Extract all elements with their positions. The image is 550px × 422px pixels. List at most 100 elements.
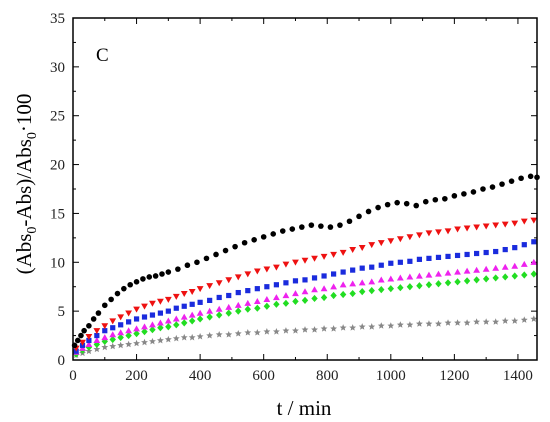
data-point-triangle-up (244, 299, 252, 306)
y-tick-label: 20 (50, 158, 65, 174)
data-point-circle (203, 255, 210, 262)
data-point-triangle-up (387, 275, 395, 282)
data-point-circle (442, 195, 448, 202)
series-triangle-down (72, 217, 538, 352)
data-point-square (426, 255, 432, 261)
series-diamond (72, 270, 538, 358)
data-point-star (109, 342, 117, 350)
data-point-circle (422, 198, 429, 205)
data-point-triangle-up (330, 283, 338, 290)
data-point-diamond (473, 276, 480, 284)
data-point-diamond (273, 300, 280, 308)
data-point-triangle-up (444, 269, 452, 276)
data-point-diamond (206, 313, 213, 321)
data-point-star (444, 319, 452, 326)
data-point-triangle-down (358, 245, 366, 252)
data-point-star (93, 345, 101, 353)
data-point-diamond (454, 278, 461, 286)
data-point-square (493, 248, 499, 255)
data-point-diamond (406, 283, 414, 291)
data-point-circle (101, 302, 108, 309)
data-point-star (206, 331, 214, 339)
data-point-circle (337, 222, 343, 228)
data-point-triangle-up (396, 274, 404, 281)
data-point-circle (527, 173, 534, 180)
data-point-diamond (244, 305, 251, 313)
data-point-diamond (349, 289, 356, 298)
series-square (73, 239, 537, 354)
data-point-triangle-up (377, 276, 385, 283)
data-point-star (188, 333, 196, 341)
data-point-triangle-down (349, 246, 357, 253)
panel-label: C (96, 45, 109, 66)
data-point-square (369, 264, 375, 270)
data-point-triangle-down (454, 226, 461, 233)
data-point-square (207, 297, 213, 303)
data-point-circle (318, 223, 324, 229)
data-point-triangle-down (141, 303, 148, 310)
data-point-circle (222, 247, 229, 254)
data-point-triangle-up (473, 266, 481, 273)
data-point-circle (159, 271, 165, 277)
data-point-square (102, 328, 108, 334)
x-tick-label: 1200 (439, 368, 469, 384)
data-point-triangle-up (156, 319, 164, 326)
data-point-star (330, 325, 338, 332)
y-tick-label: 35 (50, 11, 65, 27)
data-point-star (425, 320, 433, 327)
data-point-square (435, 254, 442, 260)
data-point-star (164, 335, 172, 343)
data-point-square (407, 258, 413, 264)
data-point-triangle-up (253, 297, 261, 304)
data-point-triangle-down (387, 238, 395, 245)
x-axis-title: t / min (277, 396, 332, 420)
data-point-circle (470, 189, 477, 195)
data-point-triangle-down (244, 271, 252, 278)
data-point-triangle-down (330, 251, 338, 258)
data-point-circle (152, 273, 159, 279)
data-point-triangle-up (301, 288, 309, 295)
data-point-circle (81, 327, 87, 334)
data-point-diamond (330, 291, 337, 300)
data-point-diamond (215, 311, 223, 319)
data-point-triangle-down (530, 217, 538, 224)
data-point-square (464, 251, 470, 258)
data-point-triangle-up (93, 337, 101, 344)
data-point-square (173, 305, 179, 311)
data-point-star (482, 318, 490, 325)
data-point-circle (165, 269, 172, 275)
data-point-diamond (530, 270, 538, 278)
data-point-triangle-up (492, 264, 500, 271)
data-point-square (110, 325, 116, 331)
data-point-triangle-down (156, 298, 164, 305)
data-point-circle (114, 290, 121, 297)
data-point-star (520, 316, 528, 323)
data-point-diamond (320, 293, 328, 302)
data-point-triangle-up (530, 258, 538, 265)
data-point-triangle-up (425, 271, 433, 278)
data-point-star (133, 339, 140, 347)
data-point-star (377, 322, 385, 329)
data-point-triangle-up (164, 317, 172, 324)
data-point-triangle-up (180, 313, 188, 320)
data-point-triangle-up (520, 260, 528, 267)
data-point-square (133, 316, 140, 322)
data-point-triangle-up (133, 325, 140, 332)
data-point-triangle-down (263, 266, 271, 273)
data-point-triangle-down (482, 223, 490, 230)
data-point-circle (140, 276, 146, 282)
data-point-square (118, 322, 124, 328)
data-point-diamond (225, 309, 232, 317)
data-point-square (388, 260, 394, 266)
data-point-diamond (387, 285, 395, 293)
x-tick-label: 1400 (503, 368, 533, 384)
data-point-diamond (196, 315, 204, 323)
data-point-square (235, 289, 241, 296)
data-point-diamond (521, 271, 528, 279)
data-point-square (292, 278, 299, 284)
data-point-circle (480, 186, 486, 192)
data-point-triangle-up (282, 292, 290, 299)
data-point-triangle-up (141, 323, 148, 330)
data-point-diamond (502, 273, 509, 281)
